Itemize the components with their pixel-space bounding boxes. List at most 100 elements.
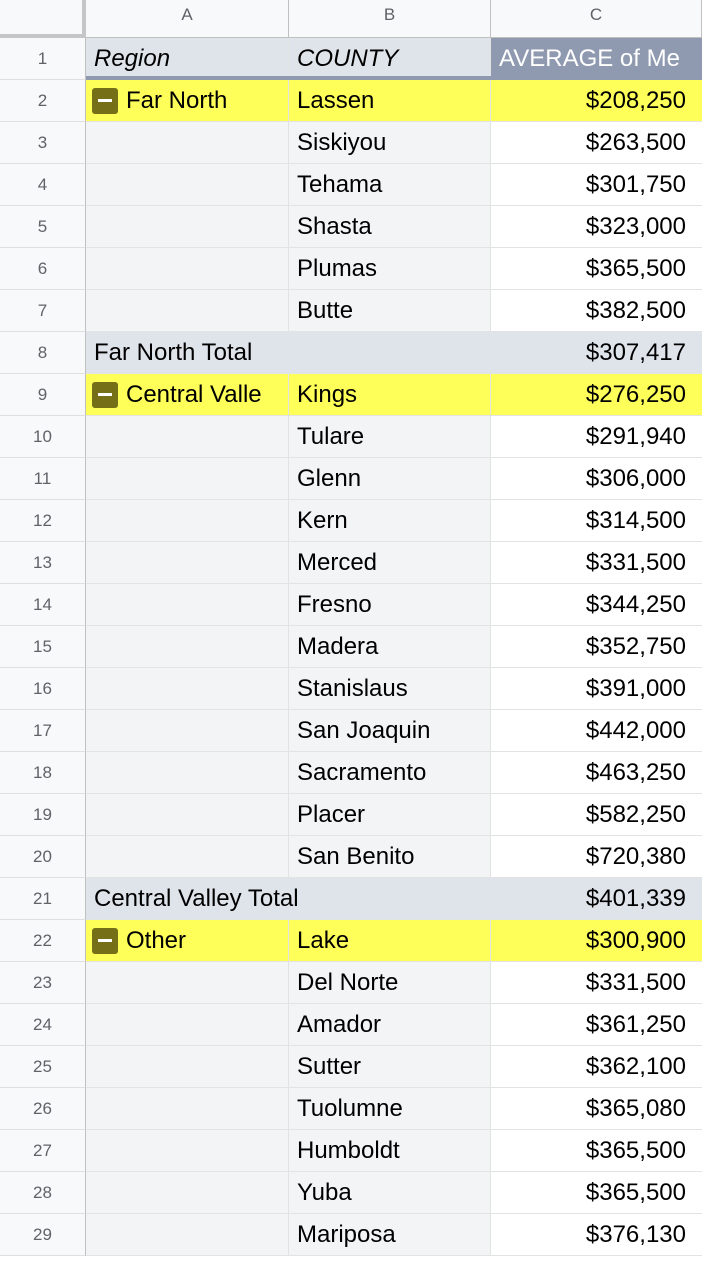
county-cell[interactable]: Fresno bbox=[289, 584, 491, 626]
row-number[interactable]: 20 bbox=[0, 836, 86, 878]
county-cell[interactable]: Merced bbox=[289, 542, 491, 584]
row-number[interactable]: 27 bbox=[0, 1130, 86, 1172]
row-number[interactable]: 5 bbox=[0, 206, 86, 248]
region-cell[interactable] bbox=[86, 164, 289, 206]
region-cell[interactable]: Far North Total bbox=[86, 332, 491, 374]
average-value-cell[interactable]: $582,250 bbox=[491, 794, 702, 836]
row-number[interactable]: 19 bbox=[0, 794, 86, 836]
header-county-cell[interactable]: COUNTY bbox=[289, 38, 491, 80]
county-cell[interactable]: Siskiyou bbox=[289, 122, 491, 164]
average-value-cell[interactable]: $365,080 bbox=[491, 1088, 702, 1130]
header-region-cell[interactable]: Region bbox=[86, 38, 289, 80]
county-cell[interactable]: Lassen bbox=[289, 80, 491, 122]
average-value-cell[interactable]: $300,900 bbox=[491, 920, 702, 962]
column-header-b[interactable]: B bbox=[289, 0, 491, 38]
county-cell[interactable]: Tuolumne bbox=[289, 1088, 491, 1130]
region-cell[interactable] bbox=[86, 1130, 289, 1172]
region-cell[interactable] bbox=[86, 962, 289, 1004]
region-cell[interactable] bbox=[86, 542, 289, 584]
average-value-cell[interactable]: $365,500 bbox=[491, 1172, 702, 1214]
region-cell[interactable] bbox=[86, 1172, 289, 1214]
region-cell[interactable] bbox=[86, 668, 289, 710]
average-value-cell[interactable]: $301,750 bbox=[491, 164, 702, 206]
average-value-cell[interactable]: $352,750 bbox=[491, 626, 702, 668]
average-value-cell[interactable]: $307,417 bbox=[491, 332, 702, 374]
row-number[interactable]: 2 bbox=[0, 80, 86, 122]
region-cell[interactable] bbox=[86, 206, 289, 248]
average-value-cell[interactable]: $391,000 bbox=[491, 668, 702, 710]
row-number[interactable]: 4 bbox=[0, 164, 86, 206]
county-cell[interactable]: Placer bbox=[289, 794, 491, 836]
row-number[interactable]: 14 bbox=[0, 584, 86, 626]
average-value-cell[interactable]: $323,000 bbox=[491, 206, 702, 248]
header-value-cell[interactable]: AVERAGE of Me bbox=[491, 38, 702, 80]
average-value-cell[interactable]: $331,500 bbox=[491, 962, 702, 1004]
average-value-cell[interactable]: $331,500 bbox=[491, 542, 702, 584]
county-cell[interactable]: Tehama bbox=[289, 164, 491, 206]
county-cell[interactable]: Lake bbox=[289, 920, 491, 962]
county-cell[interactable]: Sacramento bbox=[289, 752, 491, 794]
average-value-cell[interactable]: $306,000 bbox=[491, 458, 702, 500]
average-value-cell[interactable]: $208,250 bbox=[491, 80, 702, 122]
row-number[interactable]: 17 bbox=[0, 710, 86, 752]
select-all-corner[interactable] bbox=[0, 0, 86, 38]
county-cell[interactable]: Kern bbox=[289, 500, 491, 542]
county-cell[interactable]: Shasta bbox=[289, 206, 491, 248]
region-cell[interactable] bbox=[86, 626, 289, 668]
region-cell[interactable] bbox=[86, 752, 289, 794]
row-number[interactable]: 3 bbox=[0, 122, 86, 164]
county-cell[interactable]: Yuba bbox=[289, 1172, 491, 1214]
minus-collapse-icon[interactable] bbox=[92, 928, 118, 954]
county-cell[interactable]: Madera bbox=[289, 626, 491, 668]
region-cell[interactable]: Central Valle bbox=[86, 374, 289, 416]
region-cell[interactable] bbox=[86, 248, 289, 290]
region-cell[interactable] bbox=[86, 794, 289, 836]
average-value-cell[interactable]: $362,100 bbox=[491, 1046, 702, 1088]
column-header-c[interactable]: C bbox=[491, 0, 702, 38]
region-cell[interactable] bbox=[86, 584, 289, 626]
minus-collapse-icon[interactable] bbox=[92, 88, 118, 114]
row-number[interactable]: 7 bbox=[0, 290, 86, 332]
region-cell[interactable] bbox=[86, 500, 289, 542]
county-cell[interactable]: Tulare bbox=[289, 416, 491, 458]
region-cell[interactable]: Other bbox=[86, 920, 289, 962]
row-number[interactable]: 25 bbox=[0, 1046, 86, 1088]
county-cell[interactable]: Plumas bbox=[289, 248, 491, 290]
region-cell[interactable]: Central Valley Total bbox=[86, 878, 491, 920]
county-cell[interactable]: Mariposa bbox=[289, 1214, 491, 1256]
row-number[interactable]: 13 bbox=[0, 542, 86, 584]
region-cell[interactable] bbox=[86, 416, 289, 458]
row-number[interactable]: 8 bbox=[0, 332, 86, 374]
row-number[interactable]: 11 bbox=[0, 458, 86, 500]
row-number[interactable]: 1 bbox=[0, 38, 86, 80]
row-number[interactable]: 6 bbox=[0, 248, 86, 290]
average-value-cell[interactable]: $365,500 bbox=[491, 1130, 702, 1172]
county-cell[interactable]: Glenn bbox=[289, 458, 491, 500]
row-number[interactable]: 9 bbox=[0, 374, 86, 416]
region-cell[interactable] bbox=[86, 290, 289, 332]
county-cell[interactable]: Kings bbox=[289, 374, 491, 416]
row-number[interactable]: 12 bbox=[0, 500, 86, 542]
county-cell[interactable]: Stanislaus bbox=[289, 668, 491, 710]
row-number[interactable]: 22 bbox=[0, 920, 86, 962]
region-cell[interactable] bbox=[86, 122, 289, 164]
county-cell[interactable]: San Benito bbox=[289, 836, 491, 878]
county-cell[interactable]: Sutter bbox=[289, 1046, 491, 1088]
region-cell[interactable] bbox=[86, 836, 289, 878]
region-cell[interactable] bbox=[86, 1004, 289, 1046]
county-cell[interactable]: Amador bbox=[289, 1004, 491, 1046]
region-cell[interactable] bbox=[86, 1088, 289, 1130]
row-number[interactable]: 24 bbox=[0, 1004, 86, 1046]
region-cell[interactable] bbox=[86, 1214, 289, 1256]
average-value-cell[interactable]: $720,380 bbox=[491, 836, 702, 878]
average-value-cell[interactable]: $276,250 bbox=[491, 374, 702, 416]
average-value-cell[interactable]: $365,500 bbox=[491, 248, 702, 290]
row-number[interactable]: 10 bbox=[0, 416, 86, 458]
average-value-cell[interactable]: $361,250 bbox=[491, 1004, 702, 1046]
region-cell[interactable] bbox=[86, 458, 289, 500]
average-value-cell[interactable]: $382,500 bbox=[491, 290, 702, 332]
row-number[interactable]: 29 bbox=[0, 1214, 86, 1256]
minus-collapse-icon[interactable] bbox=[92, 382, 118, 408]
row-number[interactable]: 23 bbox=[0, 962, 86, 1004]
row-number[interactable]: 16 bbox=[0, 668, 86, 710]
